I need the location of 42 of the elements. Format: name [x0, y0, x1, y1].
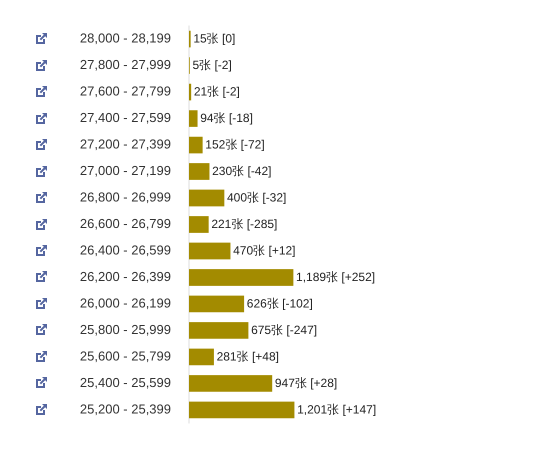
bar — [189, 322, 248, 339]
y-tick-label: 25,800 - 25,999 — [80, 322, 171, 338]
y-tick-label: 26,600 - 26,799 — [80, 216, 171, 232]
y-tick-label: 27,400 - 27,599 — [80, 110, 171, 126]
data-label: 947张 [+28] — [274, 376, 338, 390]
y-tick-label: 26,200 - 26,399 — [80, 269, 171, 284]
y-tick-label: 27,800 - 27,999 — [80, 57, 171, 72]
data-label: 94张 [-18] — [200, 110, 253, 125]
bar — [189, 402, 294, 418]
y-tick-label: 27,600 - 27,799 — [80, 84, 171, 99]
bar — [189, 348, 214, 366]
data-label: 15张 [0] — [193, 31, 236, 46]
data-label: 1,189张 [+252] — [296, 270, 376, 284]
bar — [189, 242, 230, 260]
bar — [189, 375, 272, 392]
bar — [189, 296, 244, 312]
data-label: 626张 [-102] — [246, 296, 313, 310]
data-label: 470张 [+12] — [233, 243, 296, 258]
y-tick-label: 25,600 - 25,799 — [80, 348, 171, 364]
data-label: 1,201张 [+147] — [297, 402, 376, 416]
y-tick-label: 27,000 - 27,199 — [80, 163, 171, 178]
y-tick-label: 25,400 - 25,599 — [80, 375, 171, 390]
bar — [189, 216, 209, 233]
data-label: 21张 [-2] — [194, 84, 240, 98]
y-tick-label: 25,200 - 25,399 — [80, 402, 171, 417]
data-label: 230张 [-42] — [212, 164, 272, 178]
y-tick-label: 27,200 - 27,399 — [80, 136, 171, 152]
y-tick-label: 26,800 - 26,999 — [80, 190, 171, 205]
y-tick-label: 26,400 - 26,599 — [80, 242, 171, 258]
data-label: 400张 [-32] — [227, 190, 286, 204]
bar — [189, 269, 294, 286]
data-label: 675张 [-247] — [251, 322, 318, 337]
data-label: 281张 [+48] — [216, 349, 279, 364]
data-label: 221张 [-285] — [211, 216, 278, 231]
data-label: 5张 [-2] — [192, 58, 232, 72]
y-tick-label: 26,000 - 26,199 — [80, 296, 171, 311]
bar — [189, 190, 224, 206]
bar — [189, 136, 203, 154]
y-tick-label: 28,000 - 28,199 — [80, 30, 171, 46]
bar — [189, 163, 210, 180]
bar — [189, 110, 198, 127]
data-label: 152张 [-72] — [205, 137, 265, 152]
